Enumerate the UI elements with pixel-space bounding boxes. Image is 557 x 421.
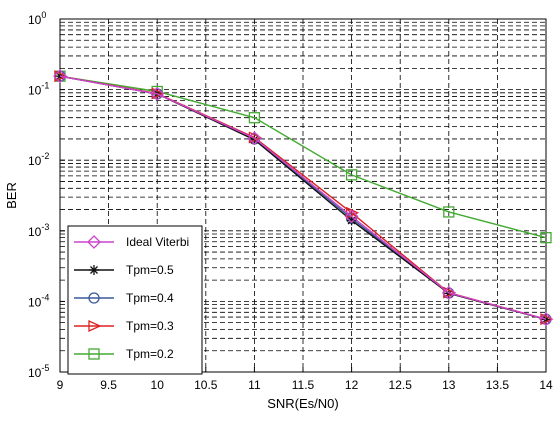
- marker-diamond: [53, 69, 67, 84]
- marker-diamond: [441, 285, 456, 300]
- legend-entry: Tpm=0.5: [74, 263, 174, 277]
- marker-star: [89, 265, 99, 275]
- series-line: [59, 75, 547, 239]
- marker-square: [248, 112, 261, 124]
- x-tick-label: 12.5: [389, 378, 413, 392]
- x-tick-label: 9: [57, 378, 64, 392]
- x-axis-label: SNR(Es/N0): [267, 396, 339, 411]
- x-tick-label: 14: [539, 378, 553, 392]
- series-line: [59, 75, 547, 320]
- x-tick-label: 13.5: [486, 378, 510, 392]
- y-tick-label: 10-5: [28, 363, 49, 380]
- y-tick-label: 10-3: [28, 222, 49, 239]
- marker-star-stroke: [90, 266, 98, 274]
- x-tick-label: 12: [345, 378, 359, 392]
- marker-triangle: [540, 313, 554, 326]
- legend-label: Tpm=0.4: [126, 291, 174, 305]
- marker-square: [88, 348, 100, 360]
- marker-triangle: [54, 70, 68, 83]
- y-tick-label: 10-2: [28, 151, 49, 168]
- legend-entry: Tpm=0.2: [74, 347, 174, 361]
- x-tick-label: 11.5: [292, 378, 315, 392]
- marker-diamond: [344, 209, 359, 224]
- legend-label: Tpm=0.2: [126, 347, 174, 361]
- marker-square: [540, 231, 552, 244]
- x-tick-label: 9.5: [100, 378, 117, 392]
- marker-diamond: [87, 235, 101, 249]
- grid-layer: [60, 19, 546, 372]
- legend-label: Ideal Viterbi: [126, 235, 189, 249]
- y-tick-label: 10-1: [28, 81, 49, 98]
- x-tick-label: 13: [442, 378, 456, 392]
- y-axis-label: BER: [4, 182, 19, 209]
- legend-label: Tpm=0.3: [126, 319, 174, 333]
- series-ideal-viterbi: [53, 69, 553, 327]
- x-tick-label: 11: [248, 378, 261, 392]
- marker-square: [443, 206, 455, 218]
- series-layer: [53, 69, 554, 327]
- tick-layer: 9 9.5 10 10.5 11 11.5 12 12.5 13 13.5 14 100 10-1 10-…: [28, 10, 553, 392]
- y-tick-label: 10-4: [28, 292, 49, 309]
- legend-entry: Ideal Viterbi: [74, 235, 189, 249]
- x-tick-label: 10: [151, 378, 165, 392]
- marker-diamond: [539, 312, 553, 327]
- marker-diamond: [150, 86, 165, 101]
- legend-entry: Tpm=0.3: [74, 319, 174, 333]
- x-tick-label: 10.5: [194, 378, 218, 392]
- marker-square: [345, 169, 358, 181]
- y-tick-label: 100: [28, 10, 46, 27]
- marker-circle: [88, 292, 100, 304]
- marker-diamond: [247, 131, 262, 146]
- legend-entry: Tpm=0.4: [74, 291, 174, 305]
- marker-triangle: [88, 319, 102, 333]
- legend: Ideal Viterbi Tpm=0.5 Tpm=0.4 Tpm=0.3 Tpm=0.…: [67, 225, 203, 375]
- legend-label: Tpm=0.5: [126, 263, 174, 277]
